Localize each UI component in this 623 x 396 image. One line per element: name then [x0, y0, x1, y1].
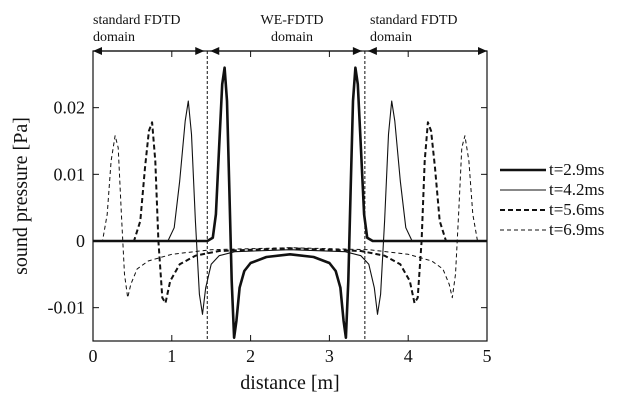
region-label-left-line2: domain [93, 30, 135, 45]
series-line-2 [93, 121, 487, 304]
region-label-right-line2: domain [370, 30, 412, 45]
y-tick-label-0: 0.02 [54, 98, 86, 118]
plot-frame [92, 50, 488, 342]
series-line-1 [93, 100, 487, 315]
series-line-0 [93, 66, 487, 339]
domain-boundaries [206, 51, 366, 341]
x-axis-title: distance [m] [240, 372, 339, 394]
x-tick-label-1: 1 [167, 346, 176, 366]
region-labels: standard FDTD domain WE-FDTD domain stan… [93, 13, 458, 45]
legend-label-1: t=4.2ms [549, 180, 604, 199]
region-label-middle: WE-FDTD [261, 13, 324, 28]
x-tick-label-0: 0 [89, 346, 98, 366]
region-label-right: standard FDTD [370, 13, 458, 28]
x-tick-label-4: 4 [404, 346, 413, 366]
x-tick-label-2: 2 [246, 346, 255, 366]
x-tick-label-5: 5 [483, 346, 492, 366]
y-tick-label-2: 0 [76, 231, 85, 251]
legend-label-3: t=6.9ms [549, 220, 604, 239]
axis-ticks: 0 1 2 3 4 5 0.02 0.01 0 -0.01 [48, 51, 492, 366]
region-label-left: standard FDTD [93, 13, 181, 28]
x-tick-label-3: 3 [325, 346, 334, 366]
series-line-3 [93, 135, 487, 299]
y-tick-label-1: 0.01 [54, 164, 86, 184]
legend-label-2: t=5.6ms [549, 200, 604, 219]
legend-label-0: t=2.9ms [549, 160, 604, 179]
y-axis-title: sound pressure [Pa] [10, 117, 32, 275]
series-lines [93, 66, 487, 339]
region-label-middle-line2: domain [271, 30, 313, 45]
y-tick-label-3: -0.01 [48, 298, 86, 318]
